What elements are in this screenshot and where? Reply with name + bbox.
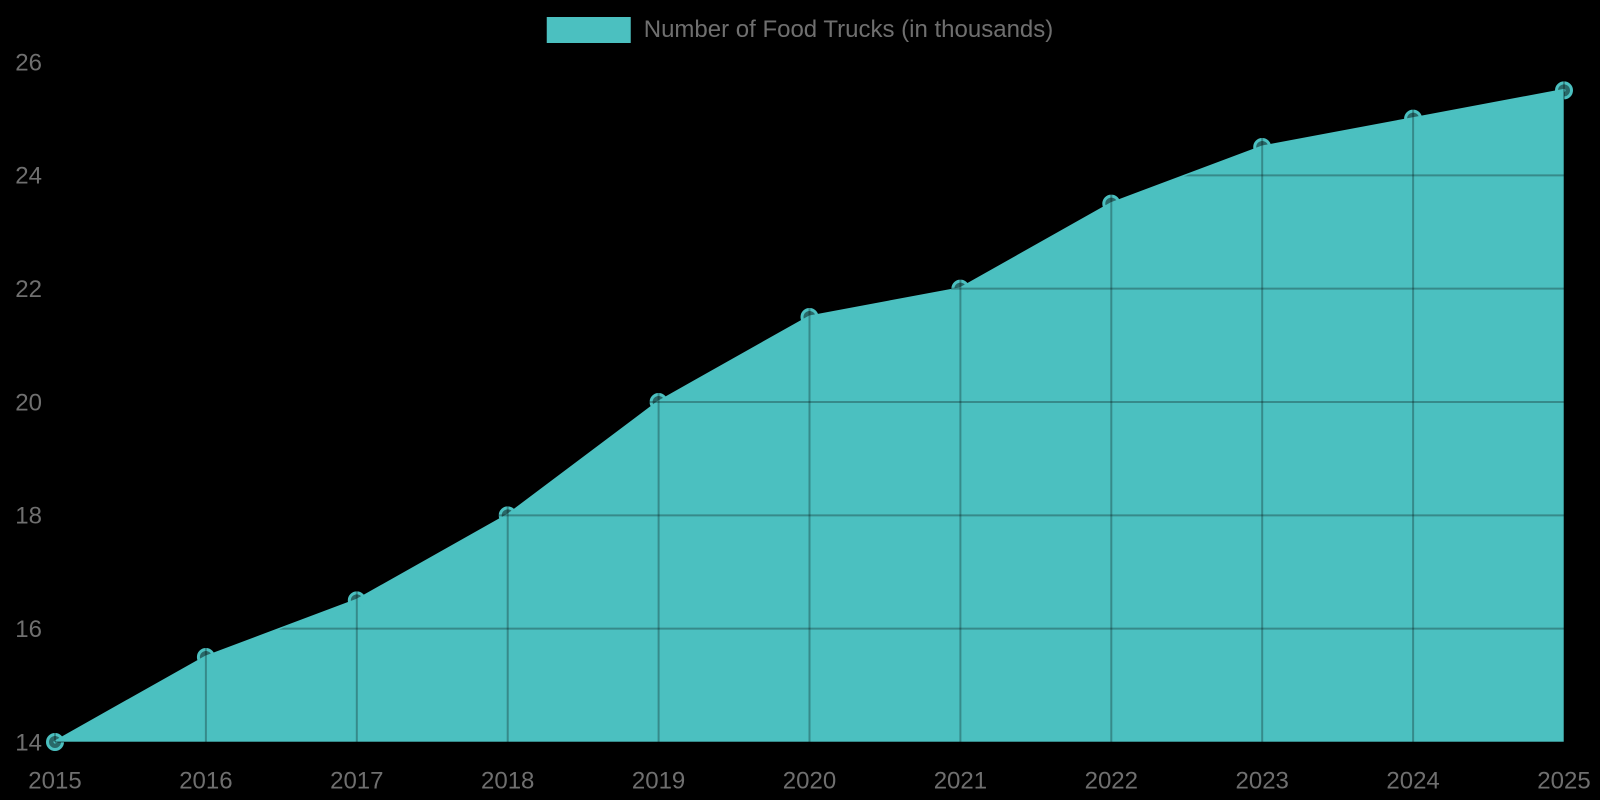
legend-label: Number of Food Trucks (in thousands) <box>643 16 1054 43</box>
data-point[interactable] <box>1555 81 1573 100</box>
x-axis-tick-label: 2022 <box>1085 767 1138 794</box>
area-fill <box>55 90 1564 743</box>
y-axis-tick-label: 26 <box>15 49 42 76</box>
y-axis-tick-label: 24 <box>15 163 42 190</box>
data-point[interactable] <box>649 393 668 411</box>
data-point[interactable] <box>1102 194 1121 213</box>
data-point[interactable] <box>347 591 366 610</box>
legend-item[interactable]: Number of Food Trucks (in thousands) <box>546 16 1054 44</box>
x-axis-tick-label: 2023 <box>1236 767 1289 794</box>
data-point[interactable] <box>951 279 970 298</box>
data-point[interactable] <box>46 733 64 751</box>
y-axis-tick-label: 20 <box>15 389 42 416</box>
data-point[interactable] <box>498 506 517 525</box>
x-axis-tick-label: 2017 <box>330 767 383 794</box>
x-axis-tick-label: 2024 <box>1386 767 1439 794</box>
x-axis-tick-label: 2016 <box>179 767 232 794</box>
data-point[interactable] <box>1253 138 1272 156</box>
y-axis-tick-label: 18 <box>15 503 42 530</box>
x-axis-tick-label: 2019 <box>632 767 685 794</box>
x-axis-tick-label: 2018 <box>481 767 534 794</box>
data-point[interactable] <box>800 308 819 326</box>
x-axis-tick-label: 2015 <box>28 767 81 794</box>
y-axis-tick-label: 14 <box>15 729 42 756</box>
legend-swatch <box>546 17 631 43</box>
y-axis-tick-label: 16 <box>15 616 42 643</box>
data-point[interactable] <box>196 648 215 666</box>
x-axis-tick-label: 2021 <box>934 767 987 794</box>
y-axis-tick-label: 22 <box>15 276 42 303</box>
data-point[interactable] <box>1404 109 1423 128</box>
x-axis-tick-label: 2020 <box>783 767 836 794</box>
x-axis-tick-label: 2025 <box>1537 767 1590 794</box>
